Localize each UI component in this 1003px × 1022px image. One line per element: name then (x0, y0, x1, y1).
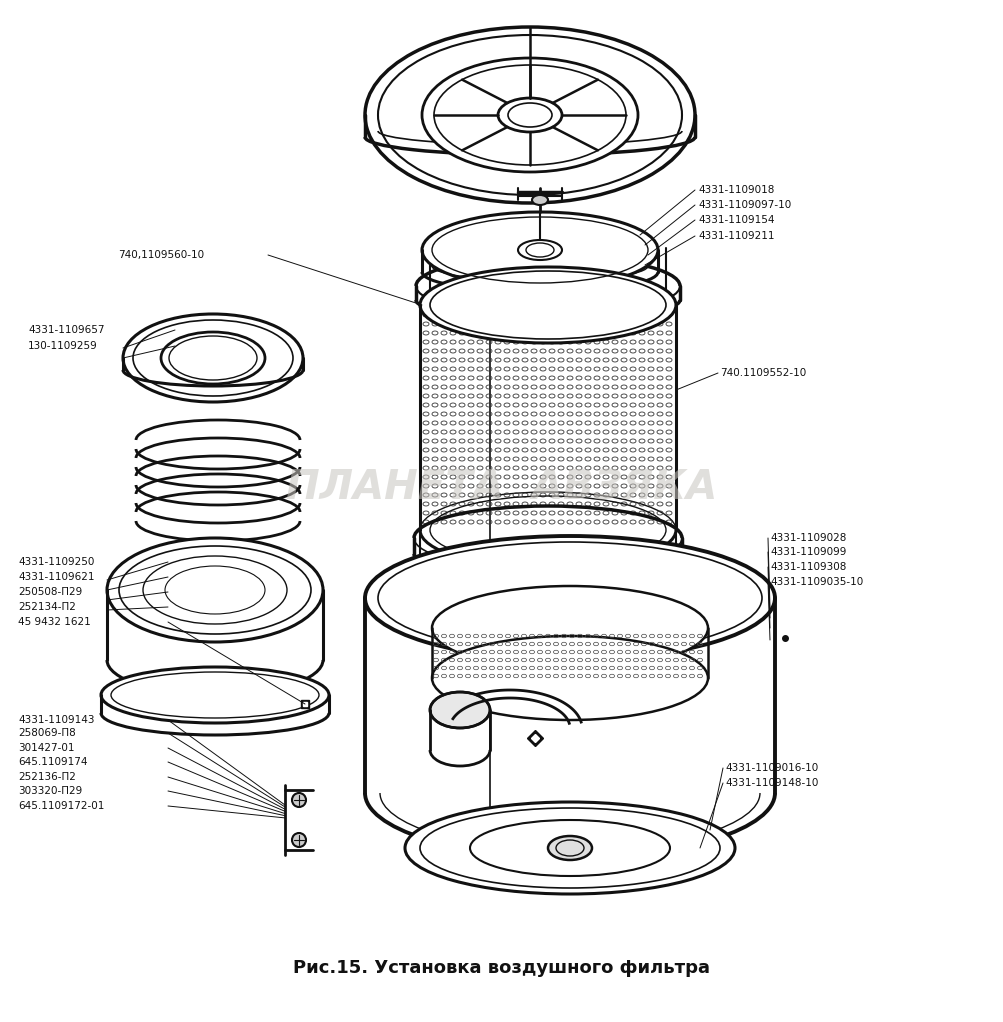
Text: 4331-1109250: 4331-1109250 (18, 557, 94, 567)
Ellipse shape (365, 536, 774, 660)
Text: 4331-1109621: 4331-1109621 (18, 572, 94, 582)
Ellipse shape (497, 98, 562, 132)
Ellipse shape (431, 636, 707, 721)
Ellipse shape (107, 538, 323, 642)
Text: 252134-П2: 252134-П2 (18, 602, 76, 612)
Text: Рис.15. Установка воздушного фильтра: Рис.15. Установка воздушного фильтра (293, 959, 710, 977)
Ellipse shape (518, 240, 562, 260)
Ellipse shape (532, 195, 548, 205)
Text: 130-1109259: 130-1109259 (28, 341, 97, 351)
Ellipse shape (421, 212, 657, 288)
Text: 4331-1109099: 4331-1109099 (769, 547, 846, 557)
Text: 4331-1109148-10: 4331-1109148-10 (724, 778, 817, 788)
Text: 301427-01: 301427-01 (18, 743, 74, 753)
Ellipse shape (419, 267, 675, 343)
Ellipse shape (123, 314, 303, 402)
Ellipse shape (404, 802, 734, 894)
Text: 4331-1109028: 4331-1109028 (769, 533, 846, 543)
Ellipse shape (292, 833, 306, 847)
Text: ПЛАНЕТА  АВЗЯКА: ПЛАНЕТА АВЗЯКА (286, 468, 717, 508)
Text: 645.1109172-01: 645.1109172-01 (18, 801, 104, 811)
Text: 4331-1109035-10: 4331-1109035-10 (769, 577, 863, 587)
Text: 4331-1109154: 4331-1109154 (697, 215, 773, 225)
Text: 258069-П8: 258069-П8 (18, 728, 75, 738)
Ellipse shape (292, 793, 306, 807)
Ellipse shape (429, 692, 489, 728)
Ellipse shape (431, 586, 707, 670)
Text: 740,1109560-10: 740,1109560-10 (118, 250, 204, 260)
Text: 4331-1109211: 4331-1109211 (697, 231, 773, 241)
Text: 4331-1109308: 4331-1109308 (769, 562, 846, 572)
Text: 252136-П2: 252136-П2 (18, 772, 76, 782)
Text: 4331-1109657: 4331-1109657 (28, 325, 104, 335)
Text: 740.1109552-10: 740.1109552-10 (719, 368, 805, 378)
Text: 4331-1109018: 4331-1109018 (697, 185, 773, 195)
Text: 4331-1109016-10: 4331-1109016-10 (724, 763, 817, 773)
Ellipse shape (421, 58, 637, 172)
Ellipse shape (548, 836, 592, 860)
Ellipse shape (365, 27, 694, 203)
Text: 4331-1109143: 4331-1109143 (18, 715, 94, 725)
Text: 4331-1109097-10: 4331-1109097-10 (697, 200, 790, 210)
Text: 645.1109174: 645.1109174 (18, 757, 87, 766)
Text: 250508-П29: 250508-П29 (18, 587, 82, 597)
Ellipse shape (101, 667, 329, 723)
Text: 45 9432 1621: 45 9432 1621 (18, 617, 90, 628)
Ellipse shape (160, 332, 265, 384)
Text: 303320-П29: 303320-П29 (18, 786, 82, 796)
